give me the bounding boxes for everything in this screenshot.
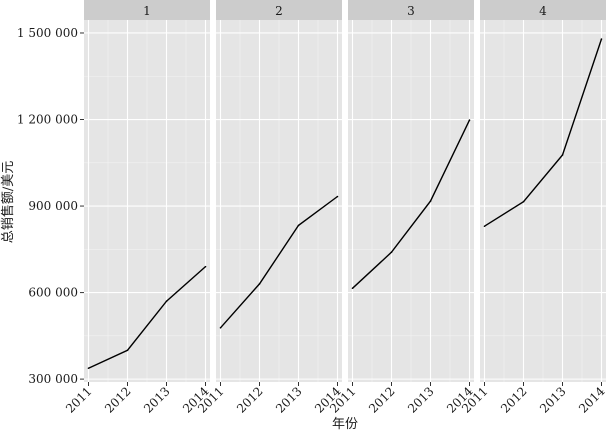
x-tick-label: 2012 [234,384,265,415]
data-point [351,287,354,290]
x-tick-label: 2013 [141,384,172,415]
y-tick-label: 900 000 [28,199,78,213]
facet-strip [216,0,342,20]
x-tick-label: 2013 [405,384,436,415]
facet-strip [84,0,210,20]
series-line-2 [219,195,338,329]
data-point [522,200,525,203]
y-axis-title: 总销售额/美元 [0,161,16,243]
data-point [561,154,564,156]
facet-strip-label: 3 [407,4,415,18]
facet-strip [348,0,474,20]
data-point [204,265,207,268]
series-line-3 [352,119,471,289]
data-point [390,251,393,253]
series-line-4 [484,38,603,227]
x-tick-label: 2012 [102,384,133,415]
x-tick-label: 2011 [63,384,94,415]
facet-strip-label: 4 [539,4,547,18]
x-tick-label: 2012 [498,384,529,415]
x-tick-label: 2013 [273,384,304,415]
x-tick-label: 2013 [537,384,568,415]
data-point [258,283,261,285]
data-point [126,349,129,352]
y-tick-label: 1 200 000 [17,113,78,127]
x-tick-label: 2012 [366,384,397,415]
data-point [297,224,300,227]
data-point [429,200,432,202]
y-tick-label: 600 000 [28,286,78,300]
series-line-1 [88,266,206,369]
x-tick-label: 2014 [576,384,608,416]
data-point [219,326,222,329]
data-point [483,225,486,228]
x-axis-title: 年份 [332,417,358,432]
facet-strip [480,0,606,20]
y-tick-label: 300 000 [28,372,78,386]
data-point [600,38,603,40]
data-point [165,300,168,303]
data-point [87,367,90,369]
data-point [336,195,339,198]
facet-strip-label: 2 [275,4,283,18]
facet-strip-label: 1 [143,4,151,18]
data-point [468,119,471,121]
y-tick-label: 1 500 000 [17,26,78,40]
